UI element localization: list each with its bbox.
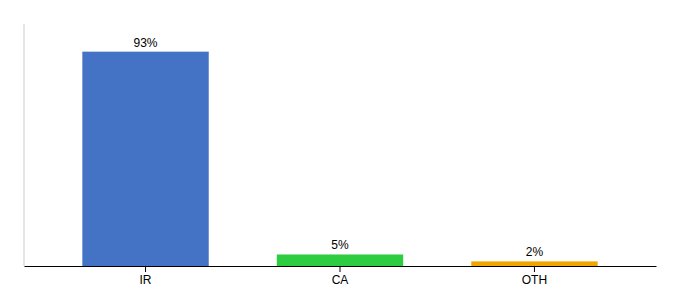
plot: IR CA OTH 93% 5% 2% bbox=[24, 24, 657, 287]
x-tick: IR bbox=[140, 266, 152, 287]
bar bbox=[277, 254, 403, 266]
x-tick-label: CA bbox=[332, 273, 349, 287]
x-tick-label: OTH bbox=[522, 273, 547, 287]
chart: IR CA OTH 93% 5% 2% bbox=[0, 0, 680, 300]
x-axis: IR CA OTH bbox=[25, 266, 657, 287]
x-tick: CA bbox=[332, 266, 349, 287]
x-tick-mark bbox=[145, 266, 146, 272]
x-tick-label: IR bbox=[140, 273, 152, 287]
data-label: 5% bbox=[331, 238, 349, 252]
data-labels: 93% 5% 2% bbox=[134, 36, 544, 260]
x-tick: OTH bbox=[522, 266, 547, 287]
x-tick-mark bbox=[340, 266, 341, 272]
data-label: 93% bbox=[134, 36, 158, 50]
bar bbox=[82, 52, 208, 266]
y-axis bbox=[24, 24, 25, 266]
bars bbox=[82, 52, 597, 266]
data-label: 2% bbox=[526, 245, 544, 259]
x-tick-mark bbox=[534, 266, 535, 272]
y-axis-line bbox=[24, 24, 25, 266]
bar bbox=[471, 261, 597, 266]
